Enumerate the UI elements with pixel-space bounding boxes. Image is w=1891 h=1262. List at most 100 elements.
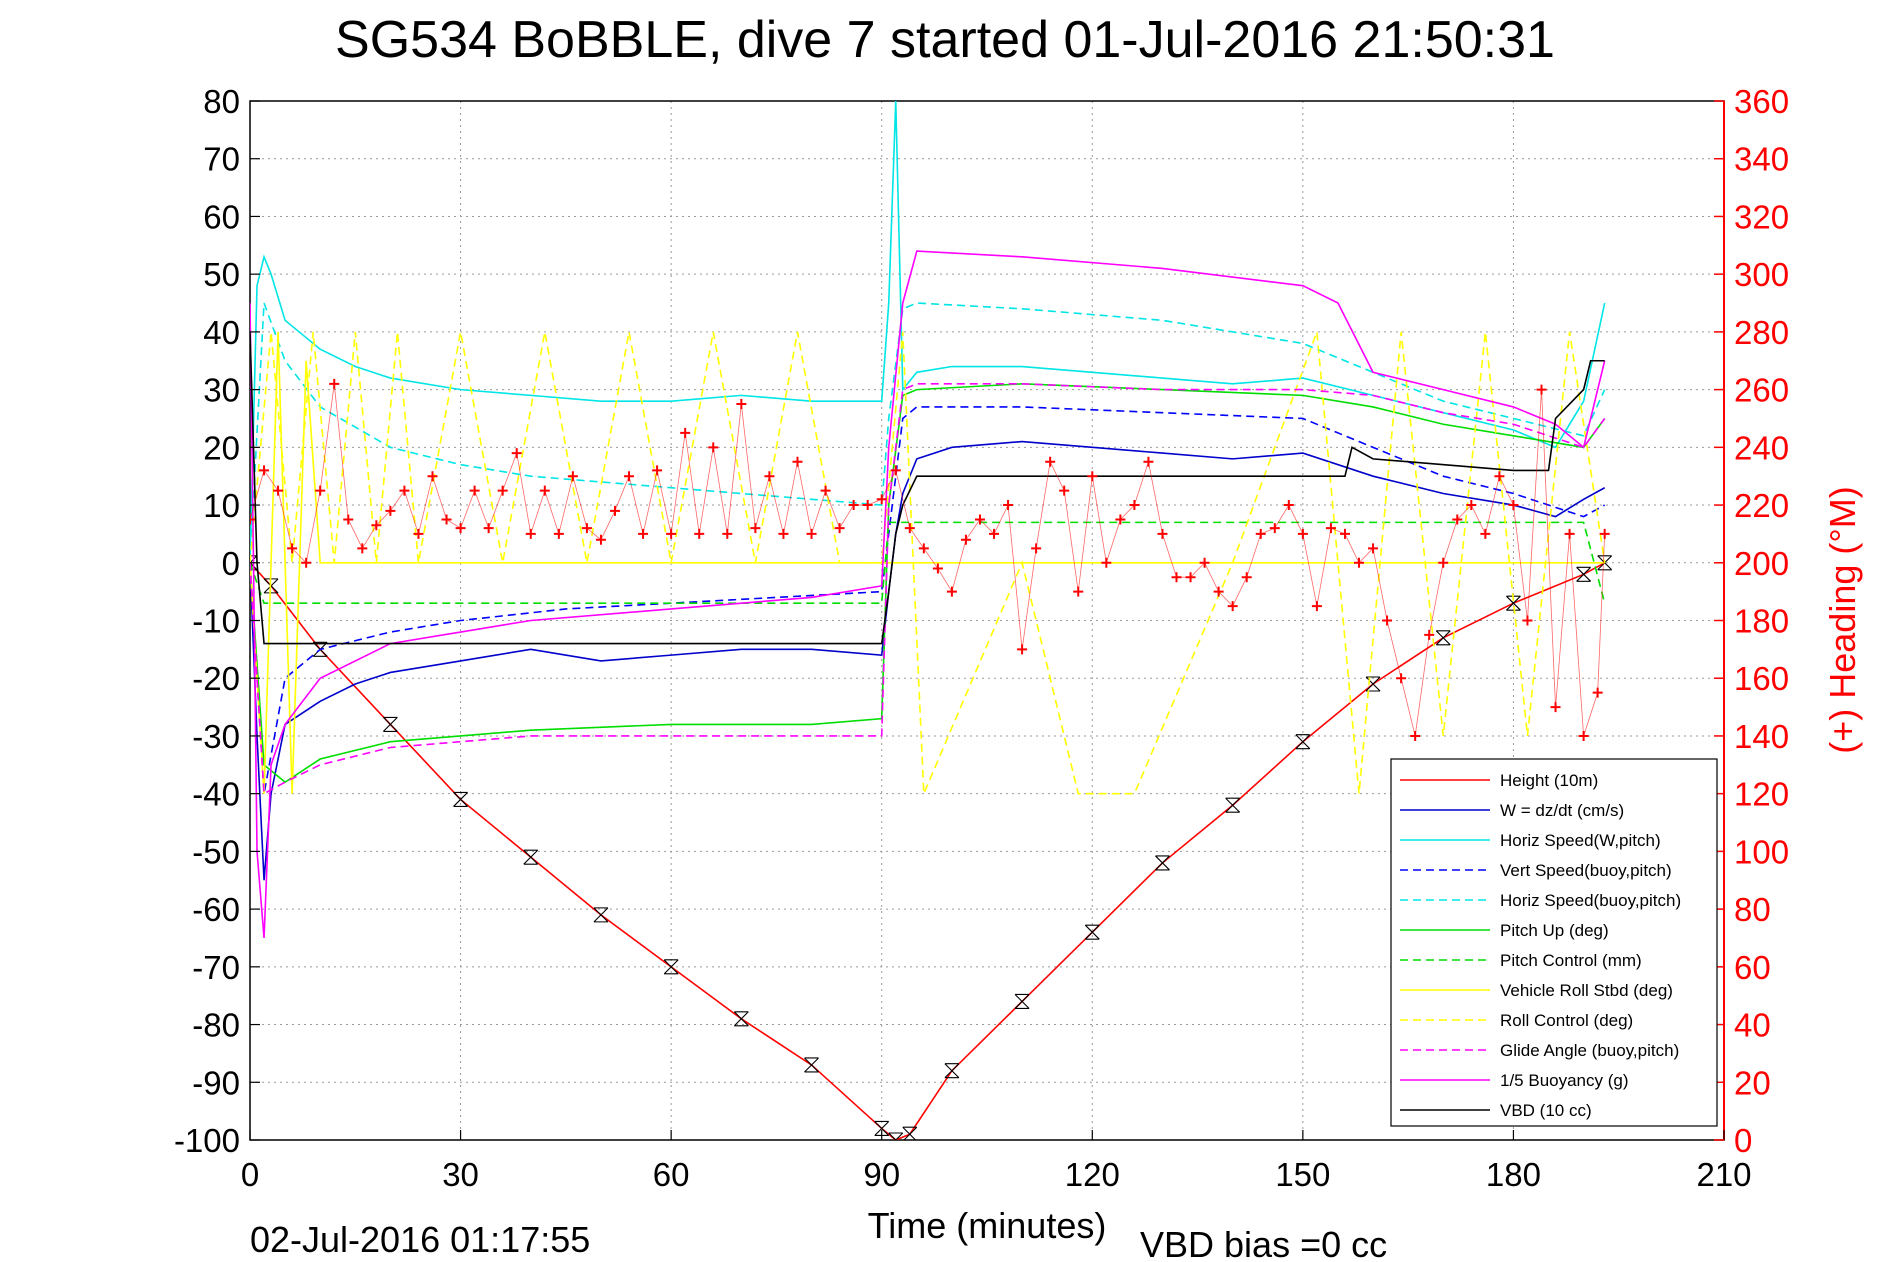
roll-control-deg-line [250, 331, 1606, 795]
y2-tick-label: 180 [1734, 603, 1789, 640]
legend-entry: Height (10m) [1500, 771, 1598, 790]
depth-marker [1155, 855, 1170, 871]
y2-tick-label: 360 [1734, 83, 1789, 120]
x-tick-label: 180 [1486, 1156, 1541, 1193]
y-axis-ticks: 80 70 60 50 40 30 20 10 0 -10 -20 -30 -40 -50 -60 -70 -8… [174, 83, 260, 1159]
depth-marker [944, 1063, 960, 1079]
y-tick-label: 10 [203, 487, 240, 524]
depth-marker [804, 1057, 819, 1073]
1-5-buoyancy-g-line [250, 250, 1606, 939]
y-tick-label: 20 [203, 429, 240, 466]
heading-point [250, 514, 255, 525]
y-tick-label: -70 [192, 949, 240, 986]
legend-entry: Horiz Speed(buoy,pitch) [1500, 891, 1681, 910]
y-tick-label: 40 [203, 314, 240, 351]
legend-entry: Vehicle Roll Stbd (deg) [1500, 981, 1673, 1000]
x-tick-label: 30 [442, 1156, 479, 1193]
depth-marker [1014, 993, 1030, 1010]
y2-tick-label: 160 [1734, 660, 1789, 697]
y-tick-label: 30 [203, 372, 240, 409]
y2-tick-label: 300 [1734, 256, 1789, 293]
depth-marker [593, 907, 609, 923]
depth-marker [663, 959, 679, 975]
legend-entry: Horiz Speed(W,pitch) [1500, 831, 1661, 850]
y-tick-label: -90 [192, 1064, 240, 1101]
y2-tick-label: 220 [1734, 487, 1789, 524]
legend: Height (10m) W = dz/dt (cm/s) Horiz Speed(… [1390, 758, 1718, 1127]
depth-marker [382, 716, 398, 732]
x-tick-label: 60 [653, 1156, 690, 1193]
x-axis-ticks: 0 30 60 90 120 150 180 210 [241, 1130, 1752, 1193]
depth-marker [1295, 734, 1311, 750]
pitch-control-mm-line [250, 521, 1606, 604]
x-tick-label: 90 [863, 1156, 900, 1193]
end-timestamp: 02-Jul-2016 01:17:55 [250, 1219, 590, 1260]
y-tick-label: -40 [192, 776, 240, 813]
height-10m-line [250, 562, 1606, 1140]
heading-trace [250, 383, 1606, 737]
legend-entry: Pitch Control (mm) [1500, 951, 1642, 970]
y2-tick-label: 80 [1734, 891, 1771, 928]
legend-entry: Roll Control (deg) [1500, 1011, 1633, 1030]
vbd-10-cc-line [250, 331, 1605, 645]
depth-marker [874, 1120, 890, 1137]
glide-angle-buoy-pitch-line [250, 383, 1606, 795]
x-axis-label: Time (minutes) [868, 1205, 1107, 1246]
horiz-speed-buoy-pitch-line [250, 302, 1606, 563]
y-tick-label: 70 [203, 141, 240, 178]
y2-tick-label: 60 [1734, 949, 1771, 986]
y2-tick-label: 0 [1734, 1122, 1752, 1159]
y-tick-label: -30 [192, 718, 240, 755]
vbd-bias-label: VBD bias =0 cc [1140, 1224, 1387, 1262]
depth-marker [1597, 555, 1613, 571]
depth-marker [1435, 630, 1451, 646]
y-tick-label: -20 [192, 660, 240, 697]
y-tick-label: -60 [192, 891, 240, 928]
y-tick-label: -100 [174, 1122, 240, 1159]
legend-box [1390, 758, 1718, 1127]
legend-entry: Vert Speed(buoy,pitch) [1500, 861, 1672, 880]
pitch-up-deg-line [250, 383, 1606, 784]
x-tick-label: 120 [1065, 1156, 1120, 1193]
y2-axis-label: (+) Heading (°M) [1822, 486, 1863, 753]
x-tick-label: 150 [1275, 1156, 1330, 1193]
depth-marker [902, 1126, 918, 1140]
y2-tick-label: 280 [1734, 314, 1789, 351]
y2-tick-label: 340 [1734, 141, 1789, 178]
y2-tick-label: 240 [1734, 429, 1789, 466]
legend-entry: Glide Angle (buoy,pitch) [1500, 1041, 1679, 1060]
y2-tick-label: 200 [1734, 545, 1789, 582]
y2-tick-label: 120 [1734, 776, 1789, 813]
legend-entry: VBD (10 cc) [1500, 1101, 1592, 1120]
y-tick-label: -80 [192, 1007, 240, 1044]
depth-marker [1506, 595, 1521, 611]
y2-tick-label: 260 [1734, 372, 1789, 409]
depth-markers [250, 555, 1613, 1140]
depth-marker [1084, 924, 1100, 940]
y-tick-label: 80 [203, 83, 240, 120]
y2-tick-label: 100 [1734, 833, 1789, 870]
depth-marker [523, 849, 539, 865]
y2-tick-label: 320 [1734, 198, 1789, 235]
y-tick-label: 0 [222, 545, 240, 582]
legend-entry: W = dz/dt (cm/s) [1500, 801, 1624, 820]
heading-series [250, 378, 1610, 741]
x-tick-label: 0 [241, 1156, 259, 1193]
y-tick-label: 60 [203, 198, 240, 235]
y2-tick-label: 20 [1734, 1064, 1771, 1101]
depth-marker [1576, 566, 1592, 582]
depth-marker [733, 1011, 749, 1027]
y-tick-label: -10 [192, 603, 240, 640]
y2-tick-label: 40 [1734, 1007, 1771, 1044]
depth-marker [453, 791, 468, 807]
legend-entry: Pitch Up (deg) [1500, 921, 1609, 940]
chart-title: SG534 BoBBLE, dive 7 started 01-Jul-2016… [335, 11, 1555, 69]
depth-marker [1225, 797, 1241, 813]
y-tick-label: -50 [192, 833, 240, 870]
legend-entry: 1/5 Buoyancy (g) [1500, 1071, 1629, 1090]
x-tick-label: 210 [1696, 1156, 1751, 1193]
y2-tick-label: 140 [1734, 718, 1789, 755]
y-tick-label: 50 [203, 256, 240, 293]
depth-marker [1365, 676, 1381, 692]
